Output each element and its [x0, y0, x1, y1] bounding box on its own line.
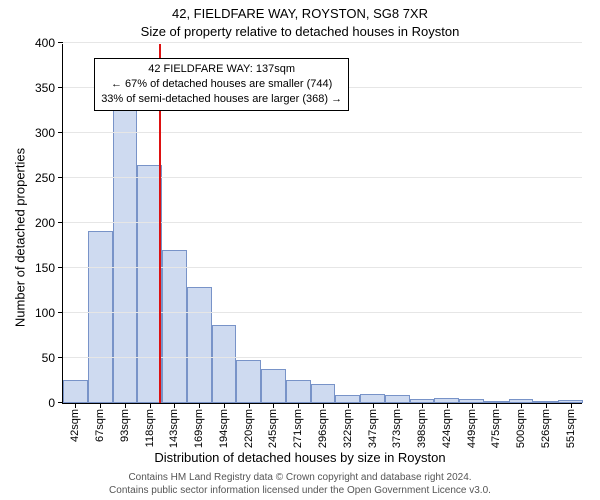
histogram-bar: [311, 384, 336, 403]
histogram-bar: [385, 395, 410, 403]
y-tick-label: 150: [35, 261, 55, 275]
x-tick-mark: [75, 403, 76, 408]
x-tick-mark: [199, 403, 200, 408]
chart-title-line2: Size of property relative to detached ho…: [0, 24, 600, 39]
chart-title-line1: 42, FIELDFARE WAY, ROYSTON, SG8 7XR: [0, 6, 600, 21]
x-tick-label: 424sqm: [441, 409, 453, 448]
x-tick-label: 93sqm: [119, 409, 131, 442]
x-tick-mark: [249, 403, 250, 408]
gridline: [63, 132, 582, 133]
x-tick-mark: [100, 403, 101, 408]
histogram-bar: [187, 287, 212, 403]
plot-area: 05010015020025030035040042sqm67sqm93sqm1…: [62, 44, 582, 404]
y-tick-mark: [58, 42, 63, 43]
x-tick-label: 169sqm: [193, 409, 205, 448]
x-tick-label: 398sqm: [416, 409, 428, 448]
x-tick-label: 118sqm: [144, 409, 156, 447]
x-tick-label: 296sqm: [317, 409, 329, 448]
x-tick-label: 347sqm: [367, 409, 379, 448]
x-tick-mark: [496, 403, 497, 408]
footer: Contains HM Land Registry data © Crown c…: [0, 472, 600, 497]
gridline: [63, 42, 582, 43]
x-tick-label: 271sqm: [292, 409, 304, 448]
x-tick-mark: [348, 403, 349, 408]
x-tick-label: 245sqm: [267, 409, 279, 448]
histogram-bar: [212, 325, 237, 403]
gridline: [63, 222, 582, 223]
y-tick-mark: [58, 177, 63, 178]
x-tick-label: 194sqm: [218, 409, 230, 448]
x-tick-label: 526sqm: [540, 409, 552, 448]
y-tick-label: 50: [42, 351, 55, 365]
gridline: [63, 177, 582, 178]
y-tick-label: 0: [48, 396, 55, 410]
x-tick-mark: [373, 403, 374, 408]
y-tick-mark: [58, 132, 63, 133]
histogram-bar: [261, 369, 286, 403]
gridline: [63, 312, 582, 313]
histogram-bar: [88, 231, 113, 403]
y-tick-label: 250: [35, 171, 55, 185]
x-tick-label: 220sqm: [243, 409, 255, 448]
x-tick-mark: [273, 403, 274, 408]
x-tick-label: 373sqm: [391, 409, 403, 448]
x-tick-mark: [125, 403, 126, 408]
x-tick-label: 449sqm: [466, 409, 478, 448]
histogram-bar: [286, 380, 311, 403]
y-tick-mark: [58, 267, 63, 268]
histogram-bar: [360, 394, 385, 403]
x-tick-mark: [447, 403, 448, 408]
x-tick-label: 322sqm: [342, 409, 354, 448]
chart-container: 42, FIELDFARE WAY, ROYSTON, SG8 7XR Size…: [0, 0, 600, 500]
y-tick-label: 300: [35, 126, 55, 140]
annotation-line1: 42 FIELDFARE WAY: 137sqm: [101, 62, 342, 77]
x-tick-mark: [422, 403, 423, 408]
y-tick-mark: [58, 312, 63, 313]
x-tick-mark: [546, 403, 547, 408]
y-tick-mark: [58, 357, 63, 358]
histogram-bar: [335, 395, 360, 403]
x-tick-mark: [174, 403, 175, 408]
y-axis-label: Number of detached properties: [13, 78, 28, 398]
y-tick-label: 350: [35, 81, 55, 95]
y-tick-label: 200: [35, 216, 55, 230]
y-tick-mark: [58, 87, 63, 88]
annotation-line3: 33% of semi-detached houses are larger (…: [101, 92, 342, 107]
x-tick-mark: [472, 403, 473, 408]
footer-line2: Contains public sector information licen…: [0, 485, 600, 498]
histogram-bar: [113, 106, 138, 403]
x-tick-mark: [323, 403, 324, 408]
footer-line1: Contains HM Land Registry data © Crown c…: [0, 472, 600, 485]
annotation-box: 42 FIELDFARE WAY: 137sqm ← 67% of detach…: [94, 58, 349, 111]
y-tick-mark: [58, 222, 63, 223]
x-tick-label: 42sqm: [69, 409, 81, 442]
x-axis-label: Distribution of detached houses by size …: [0, 450, 600, 465]
histogram-bar: [162, 250, 187, 403]
x-tick-label: 67sqm: [94, 409, 106, 442]
x-tick-mark: [298, 403, 299, 408]
annotation-line2: ← 67% of detached houses are smaller (74…: [101, 77, 342, 92]
x-tick-label: 143sqm: [168, 409, 180, 448]
histogram-bar: [63, 380, 88, 403]
x-tick-mark: [224, 403, 225, 408]
x-tick-mark: [521, 403, 522, 408]
x-tick-mark: [150, 403, 151, 408]
x-tick-label: 500sqm: [515, 409, 527, 448]
x-tick-mark: [397, 403, 398, 408]
gridline: [63, 357, 582, 358]
histogram-bar: [236, 360, 261, 403]
x-tick-mark: [571, 403, 572, 408]
x-tick-label: 551sqm: [565, 409, 577, 448]
y-tick-mark: [58, 402, 63, 403]
y-tick-label: 100: [35, 306, 55, 320]
x-tick-label: 475sqm: [490, 409, 502, 448]
gridline: [63, 267, 582, 268]
y-tick-label: 400: [35, 36, 55, 50]
